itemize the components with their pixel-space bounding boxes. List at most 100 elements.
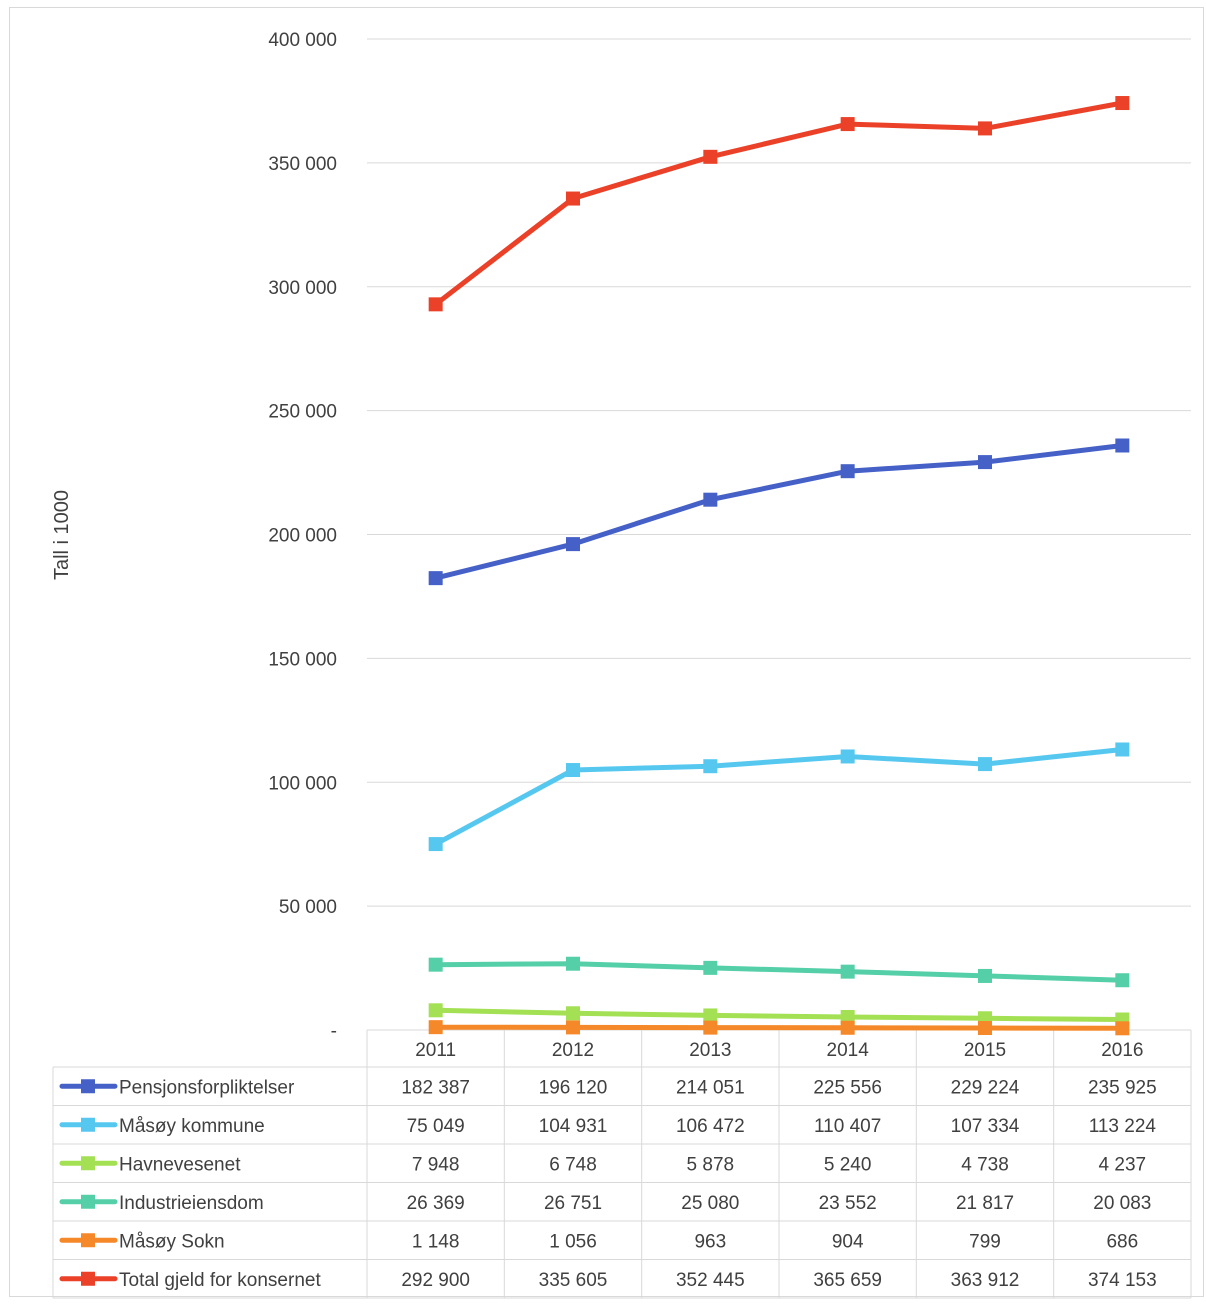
x-tick-label: 2011 bbox=[415, 1040, 456, 1061]
data-point bbox=[566, 191, 580, 206]
legend-marker bbox=[81, 1156, 95, 1171]
data-label: 25 080 bbox=[681, 1193, 739, 1214]
data-point bbox=[428, 297, 443, 312]
legend-marker bbox=[81, 1079, 95, 1094]
data-label: 363 912 bbox=[951, 1270, 1020, 1291]
legend-entry: Total gjeld for konsernet bbox=[119, 1270, 321, 1291]
data-label: 799 bbox=[969, 1231, 1001, 1252]
data-point bbox=[428, 837, 443, 852]
data-point bbox=[703, 960, 718, 975]
data-label: 904 bbox=[832, 1231, 864, 1252]
y-tick-label: 350 000 bbox=[268, 154, 337, 175]
data-point bbox=[1115, 1021, 1130, 1036]
data-point bbox=[978, 968, 992, 983]
y-tick-label: 400 000 bbox=[268, 30, 337, 51]
data-point bbox=[978, 121, 992, 136]
y-tick-label: 150 000 bbox=[268, 649, 337, 670]
y-tick-label: 200 000 bbox=[268, 526, 337, 547]
data-label: 4 738 bbox=[961, 1154, 1009, 1175]
data-point bbox=[1115, 973, 1130, 988]
data-label: 23 552 bbox=[819, 1193, 877, 1214]
data-point bbox=[840, 964, 855, 979]
data-label: 963 bbox=[694, 1231, 726, 1252]
x-tick-label: 2013 bbox=[689, 1040, 731, 1061]
y-tick-label: 250 000 bbox=[268, 402, 337, 423]
series-line bbox=[433, 100, 1125, 307]
data-point bbox=[978, 1021, 992, 1036]
data-label: 196 120 bbox=[539, 1077, 608, 1098]
data-label: 352 445 bbox=[676, 1270, 745, 1291]
data-label: 26 369 bbox=[407, 1193, 465, 1214]
y-tick-label: - bbox=[331, 1021, 337, 1042]
data-label: 6 748 bbox=[549, 1154, 597, 1175]
data-point bbox=[428, 1003, 443, 1018]
legend-entry: Pensjonsforpliktelser bbox=[119, 1077, 295, 1098]
data-label: 107 334 bbox=[951, 1116, 1020, 1137]
data-label: 5 240 bbox=[824, 1154, 872, 1175]
data-label: 106 472 bbox=[676, 1116, 745, 1137]
data-point bbox=[703, 1008, 718, 1023]
data-point bbox=[1115, 96, 1130, 111]
data-point bbox=[840, 464, 855, 479]
data-label: 4 237 bbox=[1099, 1154, 1147, 1175]
data-label: 335 605 bbox=[539, 1270, 608, 1291]
data-label: 1 056 bbox=[549, 1231, 597, 1252]
data-point bbox=[428, 957, 443, 972]
data-label: 113 224 bbox=[1089, 1116, 1157, 1137]
data-label: 26 751 bbox=[544, 1193, 602, 1214]
y-tick-label: 100 000 bbox=[268, 773, 337, 794]
data-label: 365 659 bbox=[813, 1270, 882, 1291]
x-tick-label: 2012 bbox=[552, 1040, 594, 1061]
series-line bbox=[433, 1007, 1125, 1022]
x-tick-label: 2014 bbox=[827, 1040, 870, 1061]
data-point bbox=[703, 759, 718, 774]
data-point bbox=[840, 1010, 855, 1025]
data-point bbox=[703, 1020, 718, 1035]
legend-entry: Industrieiensdom bbox=[119, 1193, 264, 1214]
data-point bbox=[566, 1020, 580, 1035]
legend-marker bbox=[81, 1117, 95, 1132]
data-label: 75 049 bbox=[407, 1116, 465, 1137]
x-tick-label: 2015 bbox=[964, 1040, 1006, 1061]
data-point bbox=[978, 455, 992, 470]
data-label: 225 556 bbox=[813, 1077, 882, 1098]
data-label: 686 bbox=[1106, 1231, 1138, 1252]
series-line bbox=[433, 961, 1125, 983]
legend-marker bbox=[81, 1194, 95, 1209]
chart-border bbox=[9, 7, 1204, 1297]
data-point bbox=[566, 956, 580, 971]
series-line bbox=[433, 1024, 1125, 1031]
data-point bbox=[428, 1020, 443, 1035]
data-label: 235 925 bbox=[1088, 1077, 1157, 1098]
data-label: 21 817 bbox=[956, 1193, 1014, 1214]
data-point bbox=[428, 571, 443, 586]
legend-marker bbox=[81, 1233, 95, 1248]
data-point bbox=[566, 1006, 580, 1021]
data-point bbox=[840, 749, 855, 764]
data-label: 20 083 bbox=[1093, 1193, 1151, 1214]
y-tick-label: 50 000 bbox=[279, 897, 337, 918]
data-point bbox=[566, 763, 580, 778]
data-label: 7 948 bbox=[412, 1154, 460, 1175]
data-label: 1 148 bbox=[412, 1231, 460, 1252]
series-line bbox=[433, 443, 1125, 581]
legend-marker bbox=[81, 1271, 95, 1286]
data-point bbox=[1115, 742, 1130, 757]
data-label: 374 153 bbox=[1088, 1270, 1157, 1291]
data-point bbox=[840, 1020, 855, 1035]
data-label: 182 387 bbox=[401, 1077, 470, 1098]
data-label: 5 878 bbox=[687, 1154, 735, 1175]
data-point bbox=[978, 757, 992, 772]
data-label: 292 900 bbox=[401, 1270, 470, 1291]
legend-entry: Måsøy Sokn bbox=[119, 1231, 225, 1252]
legend-entry: Havnevesenet bbox=[119, 1154, 241, 1175]
data-point bbox=[566, 537, 580, 552]
data-point bbox=[1115, 438, 1130, 453]
data-point bbox=[703, 149, 718, 164]
data-point bbox=[703, 492, 718, 507]
data-label: 104 931 bbox=[539, 1116, 608, 1137]
data-label: 229 224 bbox=[951, 1077, 1020, 1098]
data-point bbox=[840, 117, 855, 132]
